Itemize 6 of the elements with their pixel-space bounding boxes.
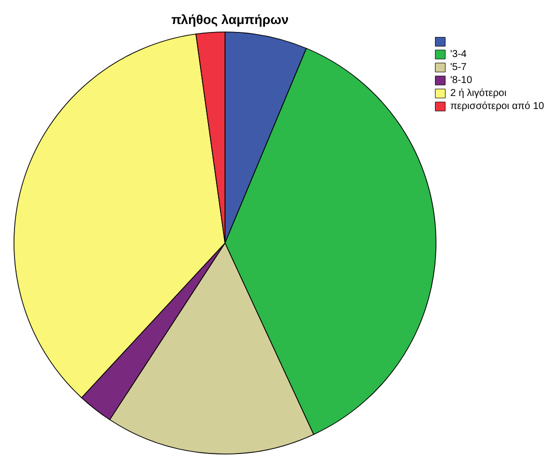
legend-label: '5-7: [450, 62, 468, 73]
legend-label: περισσότεροι από 10: [450, 101, 545, 112]
legend-label: '3-4: [450, 49, 468, 60]
chart-title: πλήθος λαμπήρων: [171, 12, 289, 27]
legend-label: 2 ή λιγότεροι: [450, 88, 506, 99]
legend-label: '8-10: [450, 75, 473, 86]
